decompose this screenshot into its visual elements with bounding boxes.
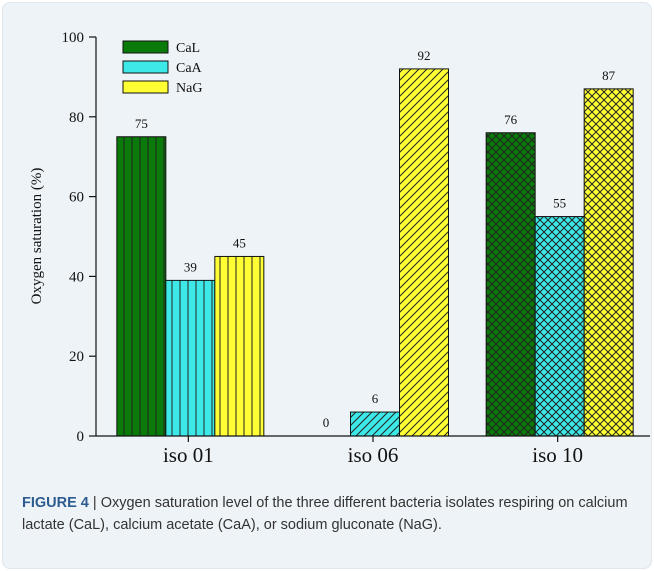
- y-axis-title: Oxygen saturation (%): [29, 168, 45, 305]
- value-label: 75: [135, 116, 148, 131]
- bar-caa-iso-06: [350, 411, 400, 437]
- legend-swatch-caa: [122, 60, 169, 74]
- value-label: 87: [602, 68, 616, 83]
- x-tick-label: iso 06: [348, 443, 399, 467]
- value-labels-layer: 75 39 45 0 6 92 76 55 87: [135, 48, 616, 430]
- value-label: 55: [553, 196, 566, 211]
- legend: CaL CaA NaG: [122, 40, 203, 96]
- caption-label: FIGURE 4: [22, 495, 89, 511]
- value-label: 6: [372, 391, 379, 406]
- y-tick-label: 40: [69, 269, 84, 285]
- legend-label-nag: NaG: [176, 81, 202, 96]
- x-tick-label: iso 01: [163, 443, 214, 467]
- bar-caa-iso-01: [165, 279, 216, 437]
- bar-chart: 0 20 40 60 80 100 iso 01 iso 06 iso 10 75 39 45 0 6 9…: [29, 30, 650, 467]
- y-tick-label: 80: [69, 110, 84, 126]
- y-tick-label: 20: [69, 349, 84, 365]
- bar-nag-iso-10: [583, 88, 634, 437]
- value-label: 76: [504, 112, 518, 127]
- bar-cal-iso-01: [116, 136, 167, 437]
- legend-label-cal: CaL: [176, 41, 200, 56]
- legend-swatch-cal: [122, 40, 169, 54]
- bar-nag-iso-06: [399, 68, 449, 437]
- y-tick-label: 0: [77, 429, 85, 445]
- x-tick-label: iso 10: [532, 443, 583, 467]
- figure-caption: FIGURE 4 | Oxygen saturation level of th…: [22, 492, 632, 536]
- value-label: 0: [323, 415, 330, 430]
- bar-nag-iso-01: [214, 255, 265, 437]
- y-tick-label: 100: [62, 30, 85, 46]
- value-label: 92: [418, 48, 431, 63]
- legend-swatch-nag: [122, 80, 169, 94]
- caption-text: | Oxygen saturation level of the three d…: [22, 495, 628, 533]
- y-tick-label: 60: [69, 190, 84, 206]
- bars-layer: [116, 68, 634, 437]
- bar-cal-iso-10: [485, 132, 536, 437]
- value-label: 39: [184, 259, 197, 274]
- legend-label-caa: CaA: [176, 61, 203, 76]
- bar-caa-iso-10: [534, 216, 585, 437]
- value-label: 45: [233, 235, 246, 250]
